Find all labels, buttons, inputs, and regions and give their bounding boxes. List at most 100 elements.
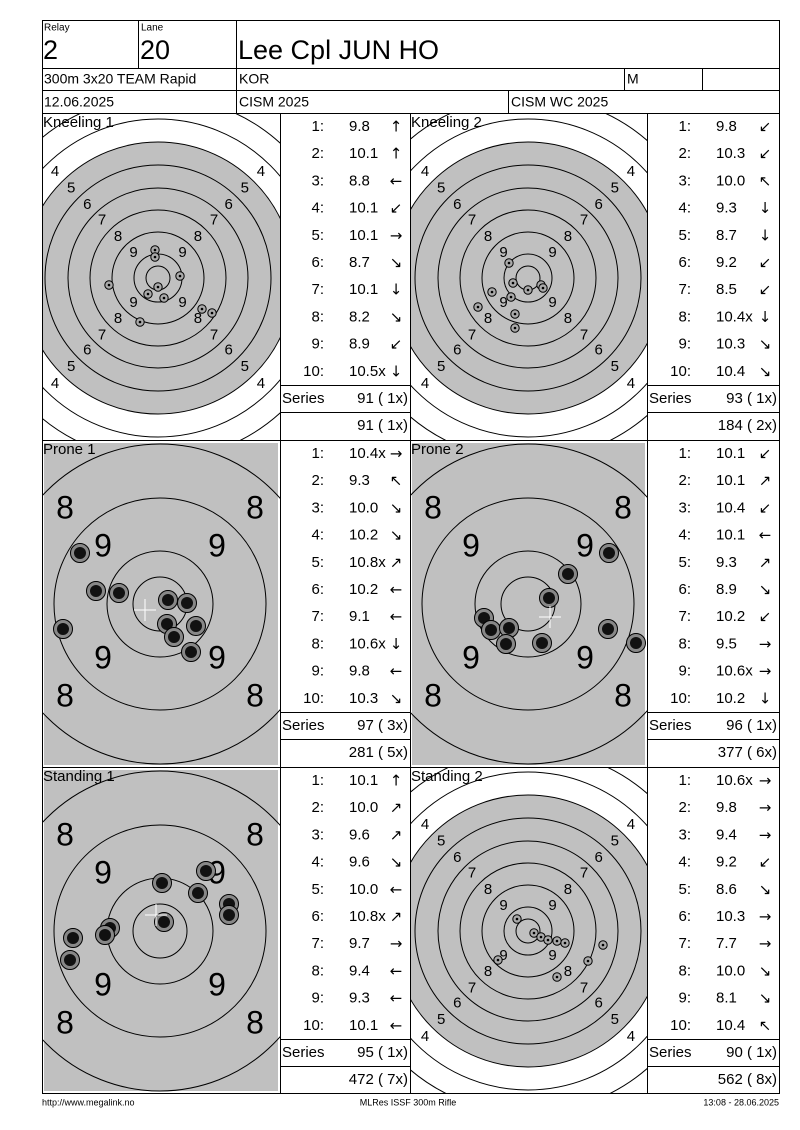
ring-label: 6 bbox=[595, 849, 603, 866]
ring-label: 9 bbox=[576, 639, 594, 675]
shot-center bbox=[603, 547, 615, 559]
shot-score: 10.1 bbox=[349, 227, 378, 244]
shot-direction: ← bbox=[390, 880, 403, 898]
target-ring bbox=[481, 884, 575, 978]
cumulative-total: 377 ( 6x) bbox=[718, 744, 777, 761]
ring-label: 8 bbox=[564, 310, 572, 327]
shot-number: 3: bbox=[311, 499, 324, 516]
ring-label: 4 bbox=[257, 163, 265, 180]
shot-score: 10.4 bbox=[716, 499, 745, 516]
shot-number: 7: bbox=[678, 935, 691, 952]
shot-direction: ↑ bbox=[390, 118, 403, 136]
ring-label: 8 bbox=[424, 489, 442, 525]
target-ring bbox=[437, 187, 619, 369]
ring-label: 4 bbox=[421, 163, 429, 180]
nation: KOR bbox=[239, 71, 269, 87]
target-ring bbox=[437, 840, 619, 1022]
ring-label: 8 bbox=[56, 489, 74, 525]
ring-label: 8 bbox=[56, 1004, 74, 1040]
target-ring bbox=[459, 209, 597, 347]
shot-number: 7: bbox=[678, 608, 691, 625]
target-ring bbox=[459, 862, 597, 1000]
athlete-name: Lee Cpl JUN HO bbox=[238, 35, 439, 65]
shot-number: 10: bbox=[303, 363, 324, 380]
shot-score: 10.1 bbox=[716, 472, 745, 489]
shot-center bbox=[181, 597, 193, 609]
shot-center bbox=[138, 320, 142, 324]
shot-score: 10.0 bbox=[349, 499, 378, 516]
series-total: 96 ( 1x) bbox=[726, 717, 777, 734]
ring-label: 9 bbox=[208, 639, 226, 675]
target-ring bbox=[42, 443, 280, 765]
shot-direction: ↖ bbox=[759, 1016, 772, 1034]
target-ring bbox=[106, 550, 214, 658]
series-total: 90 ( 1x) bbox=[726, 1044, 777, 1061]
shot-center bbox=[515, 917, 519, 921]
ring-label: 9 bbox=[129, 294, 137, 311]
series-label: Series bbox=[649, 717, 692, 734]
shot-number: 10: bbox=[303, 690, 324, 707]
shot-score: 10.0 bbox=[349, 799, 378, 816]
shot-score: 8.7 bbox=[716, 227, 737, 244]
shot-number: 2: bbox=[678, 799, 691, 816]
series-total: 91 ( 1x) bbox=[357, 390, 408, 407]
ring-label: 6 bbox=[595, 342, 603, 359]
shot-center bbox=[562, 568, 574, 580]
target-ring bbox=[410, 771, 647, 1091]
target-ring bbox=[515, 918, 541, 944]
ring-label: 9 bbox=[208, 527, 226, 563]
shot-direction: ↗ bbox=[390, 908, 403, 926]
shot-score: 9.1 bbox=[349, 608, 370, 625]
ring-label: 8 bbox=[194, 228, 202, 245]
shot-direction: ↗ bbox=[390, 799, 403, 817]
ring-label: 9 bbox=[462, 527, 480, 563]
shot-center bbox=[509, 295, 513, 299]
shot-direction: → bbox=[390, 935, 403, 953]
ring-label: 9 bbox=[499, 294, 507, 311]
shot-direction: ← bbox=[390, 608, 403, 626]
target-ring bbox=[503, 906, 553, 956]
shot-center bbox=[200, 865, 212, 877]
shot-score: 8.7 bbox=[349, 254, 370, 271]
ring-label: 8 bbox=[484, 228, 492, 245]
ring-label: 9 bbox=[208, 966, 226, 1002]
shot-number: 4: bbox=[311, 527, 324, 544]
shot-direction: ← bbox=[390, 662, 403, 680]
shot-center bbox=[107, 283, 111, 287]
shot-center bbox=[162, 296, 166, 300]
footer-software: MLRes ISSF 300m Rifle bbox=[360, 1097, 457, 1107]
ring-label: 4 bbox=[627, 816, 635, 833]
shot-number: 1: bbox=[311, 772, 324, 789]
series-title: Prone 2 bbox=[411, 441, 464, 458]
shot-center bbox=[496, 958, 500, 962]
shot-number: 9: bbox=[678, 990, 691, 1007]
shot-number: 6: bbox=[678, 581, 691, 598]
shot-direction: ↙ bbox=[759, 853, 772, 871]
shot-score: 9.4 bbox=[349, 962, 370, 979]
shot-score: 10.1 bbox=[349, 281, 378, 298]
shot-center bbox=[476, 305, 480, 309]
shot-score: 10.2 bbox=[716, 608, 745, 625]
target-black bbox=[410, 795, 647, 1067]
shot-score: 10.2 bbox=[716, 690, 745, 707]
shot-score: 10.1 bbox=[716, 445, 745, 462]
shot-score: 10.1 bbox=[349, 145, 378, 162]
shot-score: 10.3 bbox=[716, 908, 745, 925]
shot-number: 3: bbox=[678, 499, 691, 516]
ring-label: 5 bbox=[611, 833, 619, 850]
ring-label: 7 bbox=[98, 327, 106, 344]
shot-number: 7: bbox=[678, 281, 691, 298]
shot-number: 10: bbox=[670, 690, 691, 707]
series-label: Series bbox=[649, 1044, 692, 1061]
shot-center bbox=[161, 618, 173, 630]
shot-center bbox=[563, 941, 567, 945]
event: 300m 3x20 TEAM Rapid bbox=[44, 71, 196, 87]
shot-number: 8: bbox=[311, 635, 324, 652]
shot-number: 3: bbox=[678, 172, 691, 189]
shot-number: 7: bbox=[311, 281, 324, 298]
shot-direction: ↘ bbox=[390, 526, 403, 544]
ring-label: 8 bbox=[56, 816, 74, 852]
ring-label: 8 bbox=[614, 677, 632, 713]
